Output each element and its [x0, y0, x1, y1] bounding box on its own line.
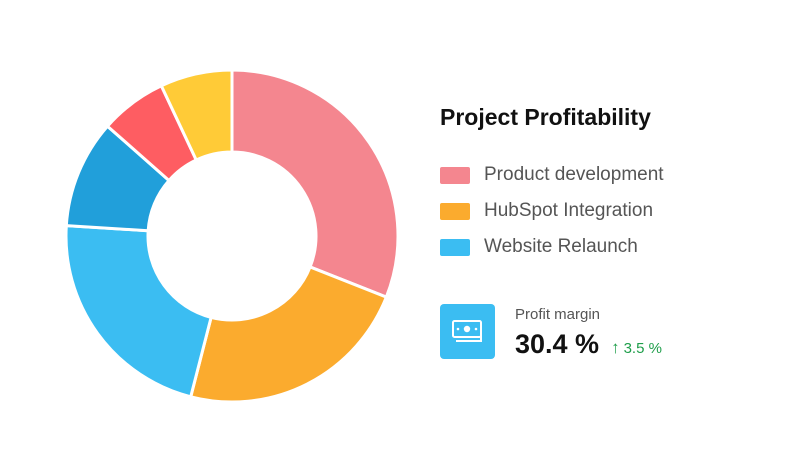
- legend-item-website-relaunch: Website Relaunch: [440, 229, 780, 265]
- legend-swatch: [440, 202, 470, 220]
- kpi-value: 30.4 %: [515, 329, 600, 359]
- money-icon: [440, 304, 495, 359]
- profit-margin-kpi: Profit margin 30.4 % ↑ 3.5 %: [440, 304, 662, 360]
- legend-panel: Project Profitability Product developmen…: [440, 104, 780, 265]
- arrow-up-icon: ↑: [611, 338, 620, 357]
- donut-chart: [64, 68, 400, 404]
- donut-slice-5: [159, 68, 234, 162]
- donut-slice-0: [230, 68, 400, 300]
- legend-label: HubSpot Integration: [484, 200, 654, 221]
- donut-slice-1: [188, 264, 389, 404]
- legend-label: Product development: [484, 164, 664, 185]
- legend-item-hubspot-integration: HubSpot Integration: [440, 193, 780, 229]
- kpi-label: Profit margin: [515, 306, 601, 323]
- legend-item-product-development: Product development: [440, 157, 780, 193]
- legend-swatch: [440, 238, 470, 256]
- donut-slice-2: [64, 223, 213, 399]
- kpi-change-value: 3.5 %: [623, 340, 662, 357]
- legend-swatch: [440, 166, 470, 184]
- kpi-change: ↑ 3.5 %: [611, 338, 662, 358]
- legend-label: Website Relaunch: [484, 236, 638, 257]
- chart-title: Project Profitability: [440, 104, 651, 130]
